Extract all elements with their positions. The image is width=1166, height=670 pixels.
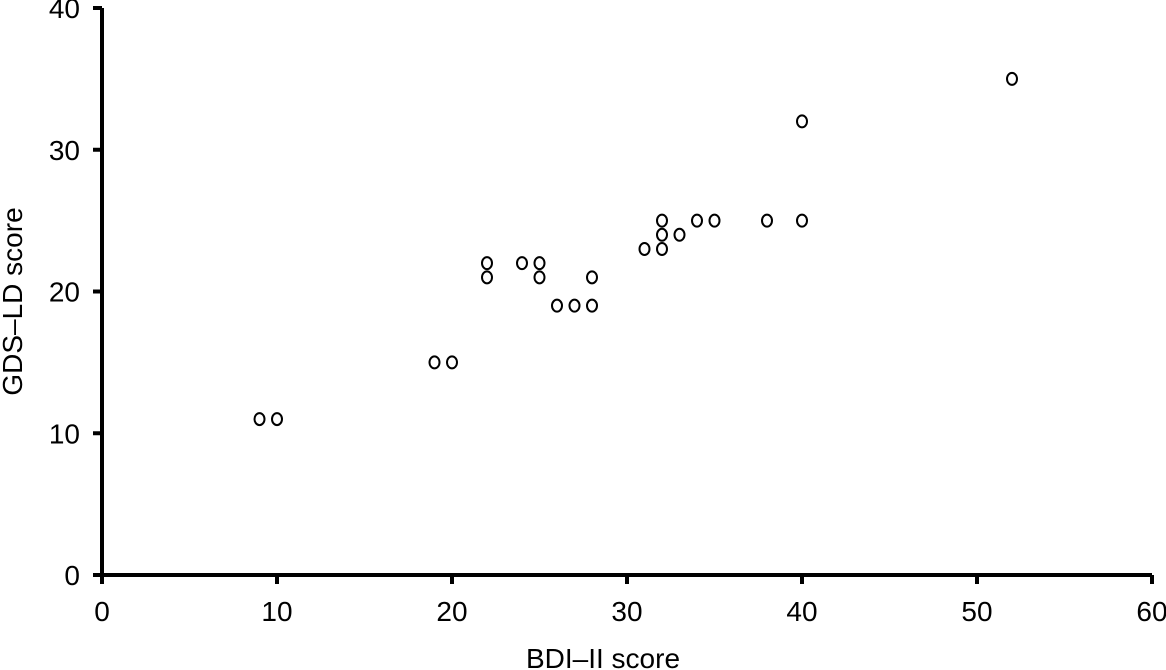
data-point [568, 298, 581, 313]
data-point [656, 241, 668, 256]
data-point [428, 355, 441, 370]
x-tick-label: 40 [786, 596, 817, 627]
axes [100, 8, 1152, 577]
data-point [253, 412, 266, 427]
data-point [533, 270, 546, 285]
data-point [673, 227, 686, 242]
data-point [481, 270, 493, 285]
x-tick-label: 20 [436, 596, 467, 627]
x-tick-label: 60 [1136, 596, 1166, 627]
data-point [271, 412, 283, 427]
data-point [586, 298, 598, 313]
data-point [796, 114, 808, 129]
data-point [691, 213, 703, 228]
y-tick-label: 20 [49, 277, 80, 308]
x-tick-label: 50 [961, 596, 992, 627]
y-tick-label: 30 [49, 135, 80, 166]
data-point [796, 213, 808, 228]
y-axis-title: GDS–LD score [0, 207, 28, 395]
data-point [516, 256, 528, 271]
data-point [638, 241, 651, 256]
y-tick-label: 40 [49, 0, 80, 24]
data-point [446, 355, 458, 370]
data-point [656, 213, 668, 228]
x-tick-label: 30 [611, 596, 642, 627]
data-point [1006, 71, 1018, 86]
data-point [656, 227, 668, 242]
data-point [533, 256, 546, 271]
y-tick-label: 0 [64, 560, 80, 591]
ticks: 0 10 20 30 40 50 60 0 10 20 30 40 [49, 0, 1166, 627]
data-point [551, 298, 563, 313]
data-point [761, 213, 773, 228]
data-point [708, 213, 721, 228]
data-point [481, 256, 493, 271]
x-tick-label: 10 [261, 596, 292, 627]
data-points [253, 71, 1018, 427]
x-tick-label: 0 [94, 596, 110, 627]
x-axis-title: BDI–II score [526, 643, 680, 670]
y-tick-label: 10 [49, 418, 80, 449]
data-point [586, 270, 598, 285]
